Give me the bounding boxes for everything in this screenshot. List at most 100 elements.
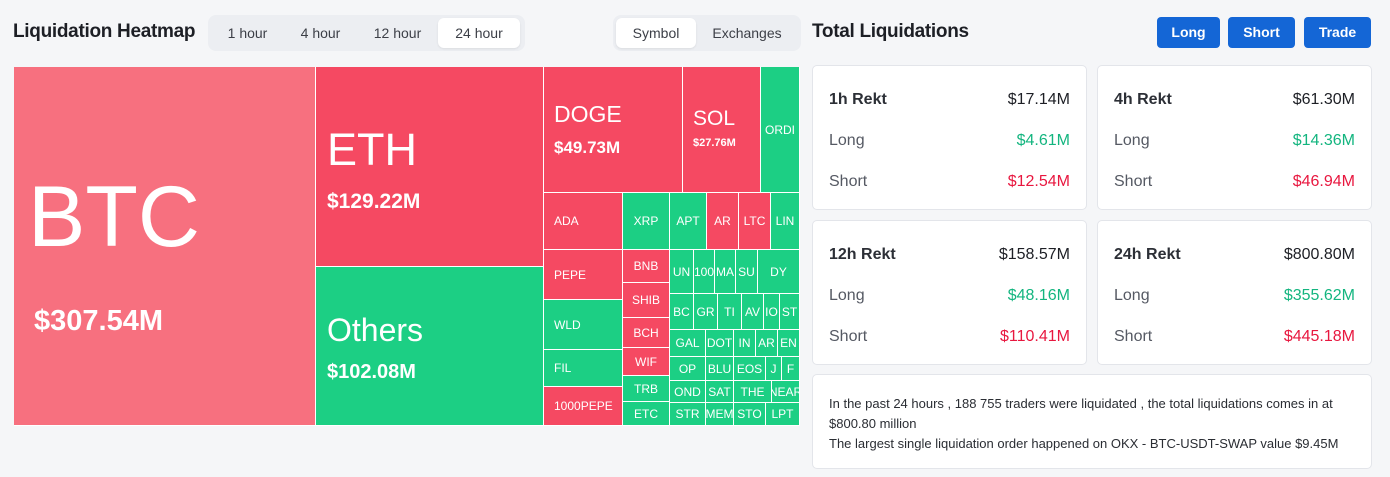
- heatmap-tile-ar[interactable]: AR: [707, 193, 739, 250]
- tile-symbol: BCH: [633, 325, 659, 340]
- heatmap-tile-sto[interactable]: STO: [734, 403, 766, 426]
- tab-symbol[interactable]: Symbol: [616, 18, 696, 48]
- card-total: $61.30M: [1292, 91, 1355, 108]
- heatmap-tile-str[interactable]: STR: [670, 403, 706, 426]
- tile-symbol: WIF: [635, 354, 657, 369]
- tile-value: $102.08M: [327, 361, 416, 383]
- long-label: Long: [1114, 132, 1150, 149]
- heatmap-tile-pepe[interactable]: PEPE: [544, 250, 623, 300]
- tile-symbol: WLD: [554, 317, 581, 332]
- heatmap-tile-fil[interactable]: FIL: [544, 350, 623, 387]
- tile-symbol: GR: [696, 304, 715, 319]
- heatmap-tile-ar[interactable]: AR: [756, 330, 778, 357]
- heatmap-tile-dot[interactable]: DOT: [706, 330, 734, 357]
- heatmap-tile-sol[interactable]: SOL $27.76M: [683, 67, 761, 193]
- tile-symbol: SAT: [708, 384, 731, 399]
- tile-symbol: ETH: [327, 124, 417, 175]
- tile-symbol: BTC: [28, 169, 200, 265]
- heatmap-tile-f[interactable]: F: [782, 357, 800, 381]
- tile-symbol: TRB: [634, 381, 658, 396]
- heatmap-tile-ada[interactable]: ADA: [544, 193, 623, 250]
- tile-symbol: DOGE: [554, 101, 622, 127]
- tab-exchanges[interactable]: Exchanges: [712, 25, 782, 41]
- heatmap-tile-blu[interactable]: BLU: [706, 357, 734, 381]
- heatmap-tile-apt[interactable]: APT: [670, 193, 707, 250]
- tile-symbol: STR: [675, 407, 700, 421]
- heatmap-tile-op[interactable]: OP: [670, 357, 706, 381]
- heatmap-tile-lpt[interactable]: LPT: [766, 403, 800, 426]
- tile-symbol: Others: [327, 312, 424, 348]
- trade-button[interactable]: Trade: [1304, 17, 1371, 48]
- heatmap-tile-io[interactable]: IO: [764, 294, 780, 330]
- heatmap-tile-in[interactable]: IN: [734, 330, 756, 357]
- rekt-card-24h: 24h Rekt $800.80M Long $355.62M Short $445.…: [1097, 220, 1372, 365]
- heatmap-tile-others[interactable]: Others $102.08M: [316, 267, 544, 426]
- heatmap-tile-bch[interactable]: BCH: [623, 318, 670, 348]
- rekt-card-4h: 4h Rekt $61.30M Long $14.36M Short $46.94M: [1097, 65, 1372, 210]
- heatmap-tile-ordi[interactable]: ORDI: [761, 67, 800, 193]
- heatmap-tile-gr[interactable]: GR: [694, 294, 718, 330]
- tile-symbol: 1000PEPE: [554, 399, 613, 413]
- time-range-tabs: 1 hour 4 hour 12 hour 24 hour: [208, 15, 525, 51]
- heatmap-tile-trb[interactable]: TRB: [623, 376, 670, 402]
- heatmap-tile-un[interactable]: UN: [670, 250, 694, 294]
- heatmap-tile-ti[interactable]: TI: [718, 294, 742, 330]
- tile-symbol: TI: [724, 304, 735, 319]
- card-label: 1h Rekt: [829, 91, 887, 108]
- card-label: 4h Rekt: [1114, 91, 1172, 108]
- heatmap-tile-ma[interactable]: MA: [715, 250, 736, 294]
- heatmap-tile-doge[interactable]: DOGE $49.73M: [544, 67, 683, 193]
- tile-symbol: OND: [674, 384, 701, 399]
- tab-24-hour[interactable]: 24 hour: [438, 18, 520, 48]
- heatmap-tile-shib[interactable]: SHIB: [623, 283, 670, 318]
- tile-symbol: AV: [744, 304, 761, 319]
- heatmap-tile-btc[interactable]: BTC $307.54M: [14, 67, 316, 426]
- tile-symbol: SOL: [693, 107, 736, 130]
- long-value: $4.61M: [1016, 132, 1070, 149]
- tab-1-hour[interactable]: 1 hour: [227, 25, 268, 41]
- tile-symbol: AR: [714, 214, 731, 228]
- heatmap-tile-near[interactable]: NEAR: [772, 381, 800, 403]
- card-label: 24h Rekt: [1114, 246, 1181, 263]
- tab-4-hour[interactable]: 4 hour: [300, 25, 341, 41]
- heatmap-tile-xrp[interactable]: XRP: [623, 193, 670, 250]
- heatmap-tile-lin[interactable]: LIN: [771, 193, 800, 250]
- heatmap-tile-sat[interactable]: SAT: [706, 381, 734, 403]
- summary-line-1: In the past 24 hours , 188 755 traders w…: [829, 396, 1333, 431]
- tile-symbol: BC: [673, 304, 690, 319]
- short-label: Short: [829, 328, 868, 345]
- heatmap-tile-etc[interactable]: ETC: [623, 402, 670, 426]
- heatmap-tile-eos[interactable]: EOS: [734, 357, 766, 381]
- short-button[interactable]: Short: [1228, 17, 1295, 48]
- tile-symbol: NEAR: [772, 384, 799, 399]
- card-total: $17.14M: [1007, 91, 1070, 108]
- heatmap-tile-st[interactable]: ST: [780, 294, 800, 330]
- tile-symbol: ORDI: [765, 122, 795, 137]
- heatmap-tile-wif[interactable]: WIF: [623, 348, 670, 376]
- long-button[interactable]: Long: [1157, 17, 1220, 48]
- heatmap-tile-ond[interactable]: OND: [670, 381, 706, 403]
- heatmap-tile-wld[interactable]: WLD: [544, 300, 623, 350]
- heatmap-tile-the[interactable]: THE: [734, 381, 772, 403]
- heatmap-tile-eth[interactable]: ETH $129.22M: [316, 67, 544, 267]
- heatmap-tile-dy[interactable]: DY: [758, 250, 800, 294]
- heatmap-tile-su[interactable]: SU: [736, 250, 758, 294]
- tile-symbol: FIL: [554, 361, 572, 375]
- tile-symbol: OP: [678, 361, 697, 376]
- short-label: Short: [1114, 173, 1153, 190]
- heatmap-tile-bnb[interactable]: BNB: [623, 250, 670, 283]
- tile-symbol: MA: [716, 264, 734, 279]
- heatmap-tile-mem[interactable]: MEM: [706, 403, 734, 426]
- heatmap-tile-bc[interactable]: BC: [670, 294, 694, 330]
- heatmap-tile-av[interactable]: AV: [742, 294, 764, 330]
- heatmap-tile-100[interactable]: 100: [694, 250, 715, 294]
- tile-symbol: IN: [738, 336, 751, 350]
- heatmap-tile-ltc[interactable]: LTC: [739, 193, 771, 250]
- heatmap-tile-gal[interactable]: GAL: [670, 330, 706, 357]
- tile-symbol: ADA: [554, 214, 579, 228]
- heatmap-tile-j[interactable]: J: [766, 357, 782, 381]
- heatmap-tile-en[interactable]: EN: [778, 330, 800, 357]
- heatmap-tile-1000pepe[interactable]: 1000PEPE: [544, 387, 623, 426]
- short-value: $12.54M: [1007, 173, 1070, 190]
- tab-12-hour[interactable]: 12 hour: [373, 25, 422, 41]
